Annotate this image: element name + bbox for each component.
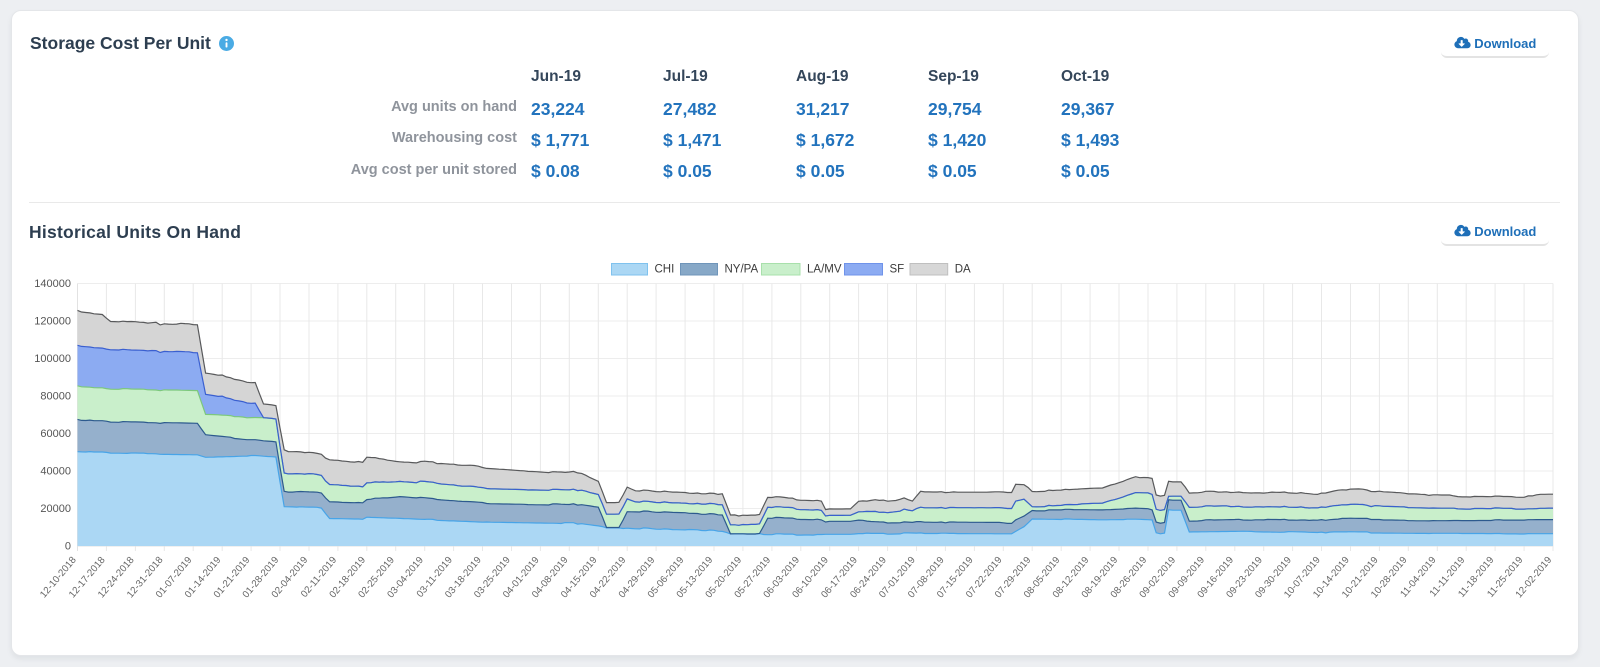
svg-text:80000: 80000 (40, 391, 71, 403)
svg-text:LA/MV: LA/MV (807, 264, 842, 276)
svg-text:NY/PA: NY/PA (725, 264, 759, 276)
svg-text:CHI: CHI (655, 264, 675, 276)
svg-text:SF: SF (890, 264, 905, 276)
svg-text:120000: 120000 (34, 316, 71, 328)
svg-text:60000: 60000 (40, 428, 71, 440)
svg-text:20000: 20000 (40, 503, 71, 515)
svg-text:140000: 140000 (34, 278, 71, 290)
svg-text:40000: 40000 (40, 466, 71, 478)
svg-text:DA: DA (955, 264, 971, 276)
svg-text:0: 0 (65, 541, 71, 553)
svg-text:100000: 100000 (34, 353, 71, 365)
